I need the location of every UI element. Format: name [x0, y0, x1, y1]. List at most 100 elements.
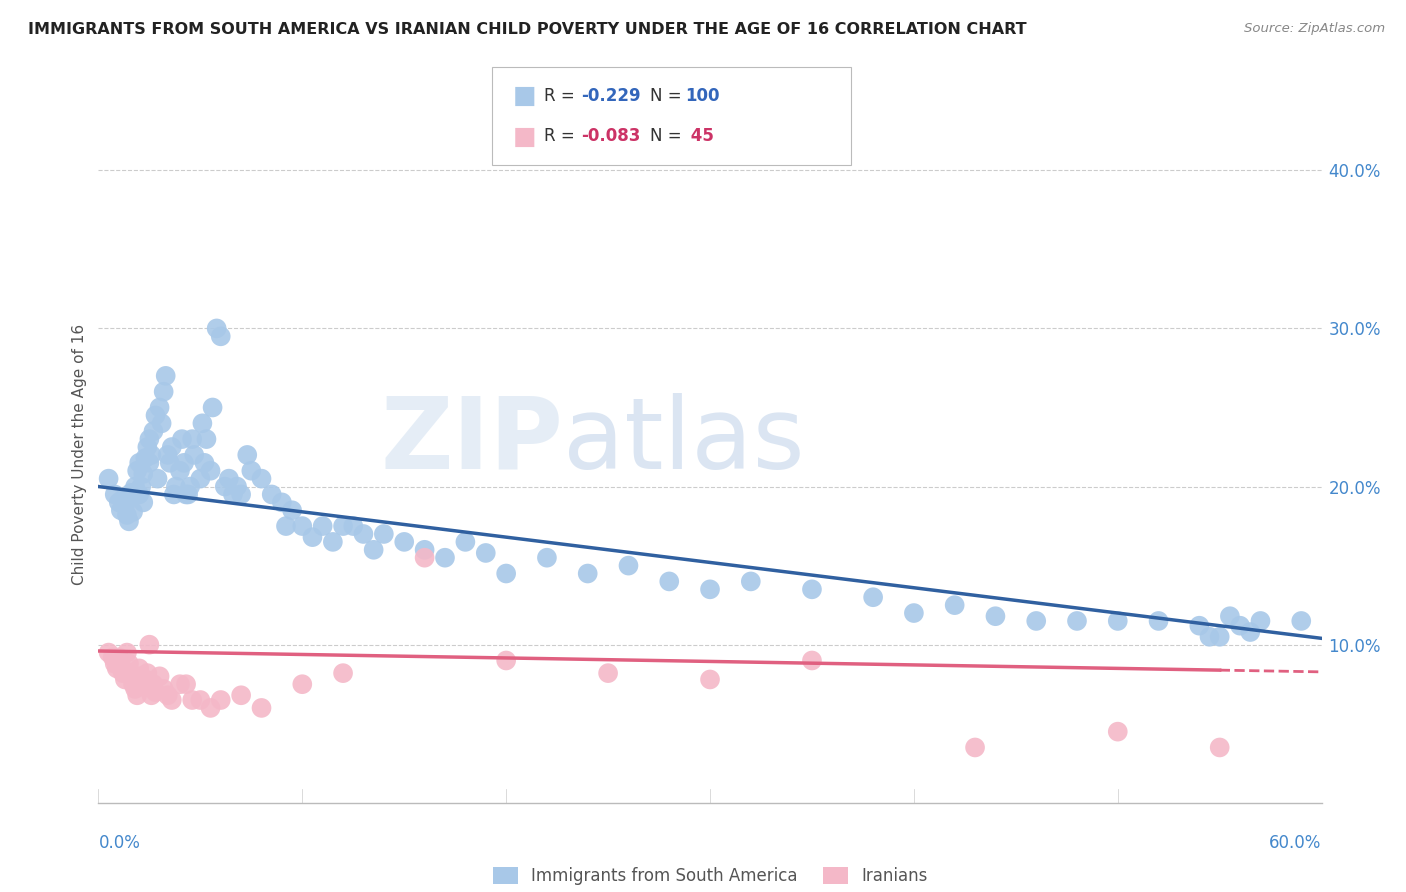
Point [1291, 614, 1313, 628]
Point [495, 653, 517, 667]
Point [142, 424, 165, 438]
Point [122, 505, 145, 519]
Point [188, 693, 212, 707]
Point [454, 534, 477, 549]
Point [155, 368, 177, 383]
Point [142, 677, 165, 691]
Point [191, 417, 214, 431]
Text: IMMIGRANTS FROM SOUTH AMERICA VS IRANIAN CHILD POVERTY UNDER THE AGE OF 16 CORRE: IMMIGRANTS FROM SOUTH AMERICA VS IRANIAN… [28, 22, 1026, 37]
Y-axis label: Child Poverty Under the Age of 16: Child Poverty Under the Age of 16 [72, 325, 87, 585]
Point [136, 440, 159, 454]
Legend: Immigrants from South America, Iranians: Immigrants from South America, Iranians [492, 867, 928, 885]
Point [495, 566, 517, 581]
Point [127, 688, 149, 702]
Point [170, 432, 193, 446]
Text: -0.229: -0.229 [581, 87, 640, 105]
Point [132, 467, 155, 481]
Point [312, 519, 335, 533]
Point [373, 527, 395, 541]
Point [149, 401, 172, 415]
Point [222, 487, 245, 501]
Point [363, 542, 385, 557]
Point [118, 657, 141, 671]
Point [105, 661, 128, 675]
Text: 0.0%: 0.0% [98, 834, 141, 852]
Point [114, 673, 136, 687]
Point [132, 495, 155, 509]
Point [128, 456, 150, 470]
Point [136, 666, 159, 681]
Point [160, 440, 183, 454]
Point [205, 321, 228, 335]
Point [124, 681, 146, 696]
Point [174, 487, 197, 501]
Point [240, 464, 263, 478]
Point [699, 582, 721, 597]
Point [231, 487, 253, 501]
Point [1239, 625, 1261, 640]
Point [181, 432, 204, 446]
Point [129, 479, 152, 493]
Point [1249, 614, 1271, 628]
Point [352, 527, 374, 541]
Point [124, 479, 146, 493]
Point [108, 495, 131, 509]
Point [138, 432, 160, 446]
Point [132, 677, 155, 691]
Point [152, 384, 174, 399]
Point [110, 503, 132, 517]
Point [179, 479, 201, 493]
Point [104, 657, 127, 671]
Point [108, 650, 131, 665]
Point [97, 472, 120, 486]
Point [201, 401, 224, 415]
Point [200, 701, 222, 715]
Point [114, 499, 136, 513]
Point [1066, 614, 1088, 628]
Point [177, 487, 200, 501]
Text: N =: N = [650, 87, 686, 105]
Point [740, 574, 762, 589]
Point [104, 487, 127, 501]
Point [120, 486, 142, 500]
Point [1209, 740, 1232, 755]
Point [159, 456, 181, 470]
Point [862, 591, 884, 605]
Point [536, 550, 558, 565]
Point [193, 456, 215, 470]
Text: 45: 45 [685, 128, 714, 145]
Point [214, 479, 236, 493]
Point [188, 472, 212, 486]
Point [156, 448, 179, 462]
Point [413, 542, 436, 557]
Point [250, 701, 273, 715]
Text: ■: ■ [513, 85, 537, 108]
Point [169, 677, 191, 691]
Point [156, 688, 179, 702]
Point [141, 448, 163, 462]
Point [163, 487, 186, 501]
Point [149, 669, 172, 683]
Point [1198, 630, 1220, 644]
Point [218, 472, 240, 486]
Text: -0.083: -0.083 [581, 128, 640, 145]
Point [146, 472, 169, 486]
Point [150, 417, 173, 431]
Point [111, 492, 134, 507]
Point [576, 566, 599, 581]
Point [1229, 618, 1251, 632]
Point [138, 456, 160, 470]
Point [260, 487, 283, 501]
Point [169, 464, 191, 478]
Point [342, 519, 364, 533]
Point [195, 432, 218, 446]
Point [943, 598, 966, 612]
Point [598, 666, 620, 681]
Point [392, 534, 416, 549]
Text: R =: R = [544, 128, 581, 145]
Text: R =: R = [544, 87, 581, 105]
Point [801, 653, 824, 667]
Point [165, 479, 187, 493]
Point [250, 472, 273, 486]
Point [965, 740, 987, 755]
